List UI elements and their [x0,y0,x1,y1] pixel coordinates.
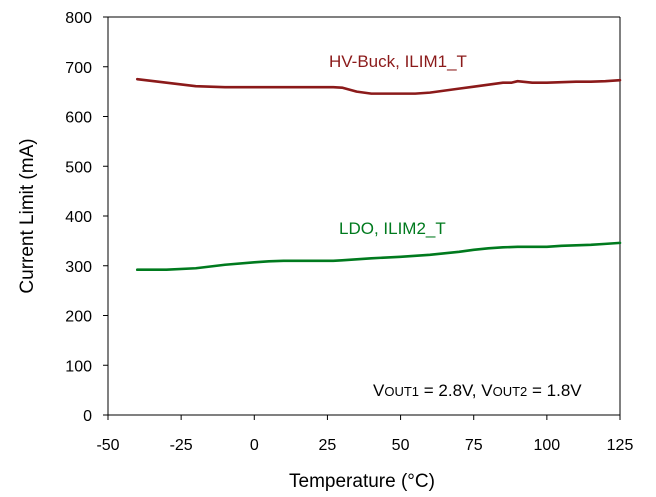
y-tick-label: 500 [65,159,92,176]
annot-text2: = 1.8V [527,381,582,400]
series-line-hv-buck [135,77,622,95]
annot-text1: = 2.8V, V [419,381,493,400]
x-tick-label: 100 [534,437,561,454]
y-tick-label: 800 [65,10,92,27]
x-tick-label: -50 [96,437,119,454]
y-tick-label: 700 [65,60,92,77]
series-line-ldo [135,241,622,272]
x-tick-label: 0 [250,437,259,454]
x-tick-label: 50 [392,437,410,454]
x-tick-label: 125 [607,437,634,454]
axis-ticks [103,16,621,420]
y-tick-label: 100 [65,358,92,375]
series-group [135,77,622,272]
axes [107,16,621,416]
series-label-hv-buck: HV-Buck, ILIM1_T [329,52,467,71]
y-tick-label: 600 [65,110,92,127]
annot-v1: V [373,381,385,400]
x-tick-label: 25 [319,437,337,454]
series-label-ldo: LDO, ILIM2_T [339,219,446,238]
annot-sub2: OUT2 [493,384,528,399]
annot-sub1: OUT1 [384,384,419,399]
output-voltage-annotation: VOUT1 = 2.8V, VOUT2 = 1.8V [373,381,582,400]
y-axis-title: Current Limit (mA) [17,138,38,293]
y-tick-label: 0 [83,408,92,425]
x-tick-label: 75 [465,437,483,454]
y-tick-label: 400 [65,209,92,226]
y-tick-label: 200 [65,309,92,326]
tick-labels: 0 100 200 300 400 500 600 700 800 -50 -25 0 25 50 75 10… [65,10,633,454]
y-tick-label: 300 [65,259,92,276]
x-tick-label: -25 [170,437,193,454]
x-axis-title: Temperature (°C) [289,471,435,492]
